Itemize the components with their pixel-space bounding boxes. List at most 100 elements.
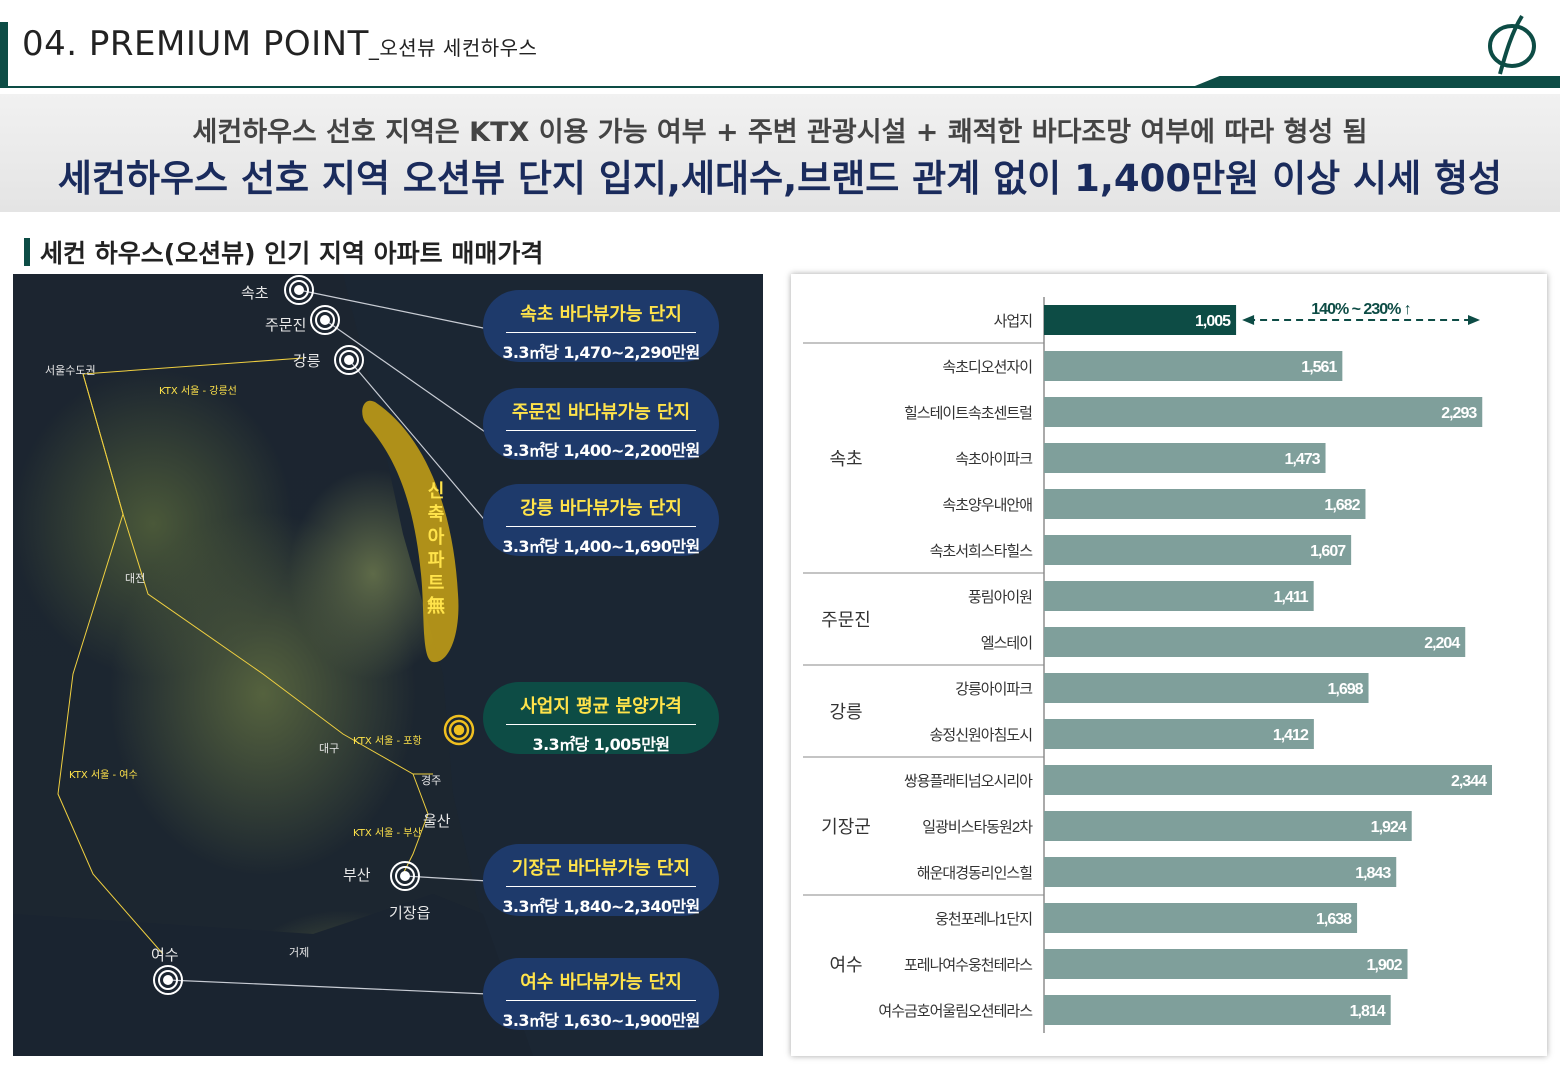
- city-label-daejeon: 대전: [125, 572, 146, 585]
- callout-gangneung: 강릉 바다뷰가능 단지 3.3㎡당 1,400~1,690만원: [483, 484, 719, 556]
- callout-title: 기장군 바다뷰가능 단지: [511, 858, 691, 879]
- bar: [1044, 995, 1391, 1025]
- bar-category-label: 송정신원아침도시: [930, 727, 1032, 744]
- group-label: 기장군: [821, 817, 871, 837]
- city-label-geoje: 거제: [289, 946, 310, 959]
- section-title: 세컨 하우스(오션뷰) 인기 지역 아파트 매매가격: [40, 239, 544, 268]
- page-title-sub: _오션뷰 세컨하우스: [368, 36, 538, 60]
- callout-title: 사업지 평균 분양가격: [520, 696, 682, 717]
- callout-title: 여수 바다뷰가능 단지: [520, 972, 682, 993]
- ktx-label-busan: KTX 서울 - 부산: [353, 828, 422, 839]
- callout-divider: [506, 1000, 696, 1001]
- bar-category-label: 해운대경동리인스힐: [917, 865, 1032, 882]
- bar-value-label: 1,412: [1273, 727, 1309, 744]
- city-label-gyeongju: 경주: [421, 774, 442, 787]
- city-label-ulsan: 울산: [423, 812, 451, 830]
- price-chart-panel: 1,005 사업지 1,561 속초디오션자이 2,293 힐스테이트속초센트럴 1,473…: [791, 274, 1547, 1056]
- city-label-daegu: 대구: [319, 742, 340, 755]
- bar-value-label: 1,561: [1301, 359, 1337, 376]
- city-label-busan: 부산: [343, 866, 371, 884]
- bar-value-label: 2,293: [1441, 405, 1477, 422]
- city-label-gijang: 기장읍: [389, 904, 431, 922]
- bar-category-label: 힐스테이트속초센트럴: [904, 405, 1032, 422]
- bar-value-label: 1,924: [1371, 819, 1407, 836]
- city-label-seoul: 서울수도권: [45, 364, 96, 377]
- bar: [1044, 949, 1408, 979]
- bar: [1044, 443, 1326, 473]
- bar-value-label: 1,473: [1284, 451, 1320, 468]
- marker-gangneung: [334, 345, 364, 375]
- page-title: 04. PREMIUM POINT_오션뷰 세컨하우스: [22, 24, 537, 64]
- bar: [1044, 627, 1466, 657]
- header-slant-bar: [1190, 76, 1560, 88]
- map-panel: 속초 주문진 강릉 서울수도권 대전 대구 경주 울산 부산 기장읍 여수 거제…: [13, 274, 763, 1056]
- callout-divider: [506, 724, 696, 725]
- ktx-line-busan: [402, 773, 429, 875]
- callout-title: 속초 바다뷰가능 단지: [520, 304, 682, 325]
- ktx-line-gangneung: [82, 357, 304, 375]
- bar-category-label: 풍림아이원: [968, 589, 1032, 606]
- bar-category-label: 일광비스타동원2차: [922, 819, 1033, 836]
- bar-value-label: 1,682: [1324, 497, 1360, 514]
- headline-band: [0, 94, 1560, 212]
- group-label: 속초: [829, 449, 862, 469]
- bar-category-label: 속초양우내안애: [942, 497, 1032, 514]
- bar: [1044, 535, 1352, 565]
- bar-value-label: 1,638: [1316, 911, 1352, 928]
- bar-value-label: 1,902: [1366, 957, 1402, 974]
- callout-title: 강릉 바다뷰가능 단지: [520, 498, 682, 519]
- callout-value: 3.3㎡당 1,400~2,200만원: [502, 441, 700, 460]
- callout-value: 3.3㎡당 1,005만원: [532, 735, 670, 754]
- callout-divider: [506, 332, 696, 333]
- callout-yeosu: 여수 바다뷰가능 단지 3.3㎡당 1,630~1,900만원: [483, 958, 719, 1030]
- growth-annotation: 140% ~ 230% ↑: [1311, 301, 1411, 318]
- ktx-label-yeosu: KTX 서울 - 여수: [69, 770, 138, 781]
- bar: [1044, 765, 1492, 795]
- bar-category-label: 속초아이파크: [955, 451, 1032, 468]
- arrow-right-icon: [1468, 315, 1480, 325]
- ktx-label-pohang: KTX 서울 - 포항: [353, 736, 422, 747]
- bar: [1044, 305, 1237, 335]
- bar: [1044, 673, 1369, 703]
- bar: [1044, 719, 1314, 749]
- bar-value-label: 1,814: [1350, 1003, 1386, 1020]
- bar-value-label: 1,411: [1274, 589, 1309, 606]
- callout-divider: [506, 526, 696, 527]
- bar-category-label: 포레나여수웅천테라스: [904, 957, 1033, 974]
- callout-value: 3.3㎡당 1,630~1,900만원: [502, 1011, 700, 1030]
- bar-value-label: 1,698: [1327, 681, 1363, 698]
- bar: [1044, 903, 1358, 933]
- bar-category-label: 여수금호어울림오션테라스: [878, 1003, 1033, 1020]
- bar-category-label: 엘스테이: [981, 635, 1032, 652]
- brand-logo: [1488, 14, 1536, 75]
- bar-category-label: 사업지: [994, 313, 1032, 330]
- bar-value-label: 1,607: [1310, 543, 1346, 560]
- ktx-line-yeosu: [57, 373, 164, 955]
- bar-category-label: 속초디오션자이: [942, 359, 1032, 376]
- bar-value-label: 1,005: [1195, 313, 1231, 330]
- marker-sokcho: [284, 275, 314, 305]
- bar-category-label: 속초서희스타힐스: [930, 543, 1034, 560]
- page-title-main: 04. PREMIUM POINT: [22, 24, 369, 64]
- bar: [1044, 489, 1366, 519]
- connector-yeosu: [167, 979, 489, 995]
- connector-gangneung: [348, 359, 489, 525]
- headline-line1: 세컨하우스 선호 지역은 KTX 이용 가능 여부 + 주변 관광시설 + 쾌적…: [192, 117, 1368, 148]
- city-label-sokcho: 속초: [241, 284, 269, 302]
- city-label-gangneung: 강릉: [293, 352, 321, 370]
- city-label-jumunjin: 주문진: [265, 316, 307, 334]
- group-label: 여수: [829, 955, 862, 975]
- ktx-label-gangneung: KTX 서울 - 강릉선: [159, 386, 237, 397]
- marker-gijang: [390, 861, 420, 891]
- bar: [1044, 811, 1412, 841]
- callout-divider: [506, 886, 696, 887]
- callout-sokcho: 속초 바다뷰가능 단지 3.3㎡당 1,470~2,290만원: [483, 290, 719, 362]
- bar: [1044, 397, 1483, 427]
- city-label-yeosu: 여수: [151, 946, 179, 964]
- section-marker: [24, 238, 30, 266]
- callout-title: 주문진 바다뷰가능 단지: [511, 402, 691, 423]
- bar-category-label: 쌍용플래티넘오시리아: [904, 773, 1033, 790]
- new-apartment-zone: [362, 400, 459, 663]
- bar-category-label: 웅천포레나1단지: [935, 911, 1032, 928]
